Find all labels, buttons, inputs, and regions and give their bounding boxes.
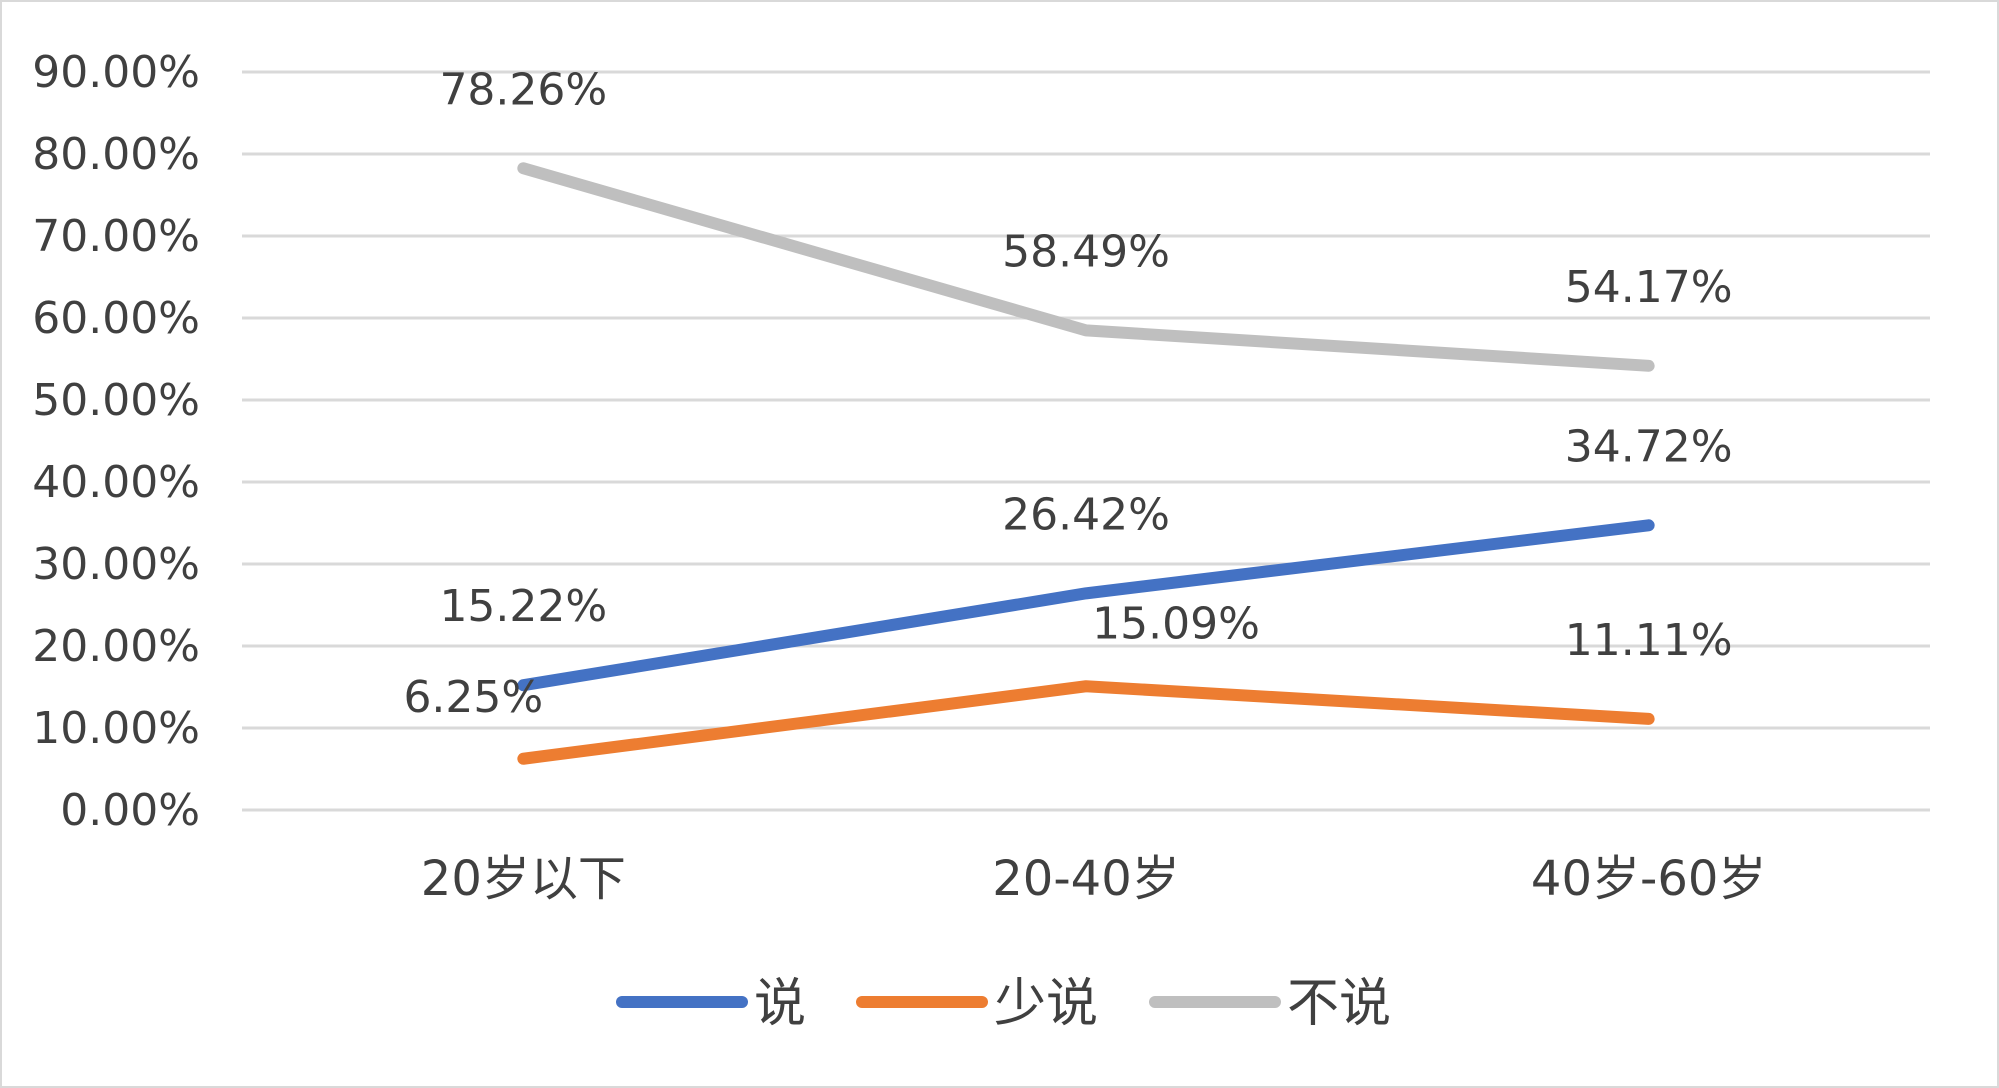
y-tick-label: 40.00% (32, 457, 200, 508)
data-label: 54.17% (1565, 262, 1733, 313)
y-tick-label: 70.00% (32, 211, 200, 262)
x-axis-categories: 20岁以下 20-40岁 40岁-60岁 (421, 851, 1767, 907)
series-lines (517, 162, 1655, 765)
data-label: 15.09% (1092, 598, 1260, 649)
data-label: 26.42% (1002, 489, 1170, 540)
legend: 说 少说 不说 (616, 974, 1391, 1034)
legend-label: 不说 (1287, 974, 1391, 1034)
data-labels: 15.22% 26.42% 34.72% 6.25% 15.09% 11.11% 78.26… (403, 64, 1732, 722)
y-tick-label: 90.00% (32, 47, 200, 98)
x-category-label: 20岁以下 (421, 851, 626, 907)
x-category-label: 40岁-60岁 (1531, 851, 1766, 907)
data-label: 34.72% (1565, 421, 1733, 472)
data-label: 78.26% (439, 64, 607, 115)
y-tick-label: 80.00% (32, 129, 200, 180)
data-label: 11.11% (1565, 615, 1733, 666)
y-tick-label: 30.00% (32, 539, 200, 590)
data-label: 15.22% (439, 581, 607, 632)
legend-label: 少说 (994, 974, 1098, 1034)
y-tick-label: 20.00% (32, 621, 200, 672)
gridlines (242, 70, 1930, 812)
legend-label: 说 (754, 974, 806, 1034)
y-tick-label: 50.00% (32, 375, 200, 426)
x-category-label: 20-40岁 (992, 851, 1179, 907)
y-tick-label: 0.00% (60, 785, 200, 836)
series-line-2 (517, 680, 1655, 765)
y-tick-label: 10.00% (32, 703, 200, 754)
data-label: 6.25% (403, 672, 543, 723)
series-line-1 (517, 519, 1655, 692)
y-axis-ticks: 0.00% 10.00% 20.00% 30.00% 40.00% 50.00% 60.00… (32, 47, 200, 836)
y-tick-label: 60.00% (32, 293, 200, 344)
series-line-3 (517, 162, 1655, 372)
data-label: 58.49% (1002, 226, 1170, 277)
